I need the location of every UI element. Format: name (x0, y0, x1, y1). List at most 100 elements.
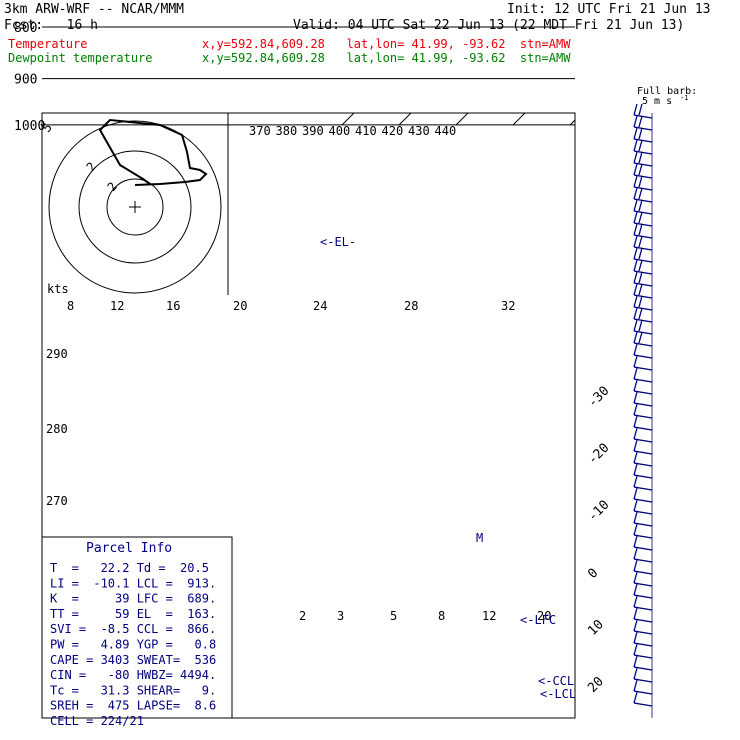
wind-barb (633, 235, 653, 251)
legend-dewpoint-label: Dewpoint temperature (8, 51, 153, 65)
parcel-info-row: CIN = -80 HWBZ= 4494. (50, 668, 216, 682)
parcel-info-row: CAPE = 3403 SWEAT= 536 (50, 653, 216, 667)
wind-barb (633, 259, 653, 275)
theta-left-label: 290 (46, 347, 68, 361)
model-title: 3km ARW-WRF -- NCAR/MMM (4, 2, 185, 17)
barb-legend-line2: 5 m s (642, 96, 672, 107)
hodograph-ring-label: 2 (84, 159, 99, 174)
isotherm-right-label: 0 (585, 566, 601, 582)
plot-frame (41, 112, 576, 719)
parcel-info-row: LI = -10.1 LCL = 913. (50, 576, 216, 590)
mixing-ratio-label: 24 (313, 299, 327, 313)
hodograph-ring-inner (106, 178, 164, 236)
wind-barb (633, 547, 653, 563)
hodograph-ring-middle (78, 150, 192, 264)
parcel-info-row: T = 22.2 Td = 20.5 (50, 561, 209, 575)
mixing-ratio-label: 20 (537, 609, 551, 623)
theta-left-label: 280 (46, 422, 68, 436)
mixing-ratio-label: 5 (390, 609, 397, 623)
theta-label: 430 (408, 124, 430, 138)
parcel-info-row: K = 39 LFC = 689. (50, 592, 216, 606)
wind-barb (633, 415, 653, 431)
wind-barb (633, 307, 653, 323)
mixing-ratio-label: 20 (233, 299, 247, 313)
wind-barb (633, 139, 653, 155)
wind-barb (633, 487, 653, 503)
parcel-info-row: SVI = -8.5 CCL = 866. (50, 622, 216, 636)
hodograph-ring-label: 2 (105, 179, 120, 194)
wind-barb (633, 319, 653, 335)
isotherm-right-label: 30 (682, 0, 704, 3)
wind-barb (633, 631, 653, 647)
wind-barb (633, 583, 653, 599)
wind-barb (633, 619, 653, 635)
legend-dewpoint-info: x,y=592.84,609.28 lat,lon= 41.99, -93.62… (202, 51, 571, 65)
wind-barb (633, 679, 653, 695)
forecast-hour: Fcst: 16 h (4, 18, 98, 33)
theta-left-label: 270 (46, 494, 68, 508)
isotherm-line (684, 0, 740, 125)
wind-barb (633, 667, 653, 683)
wind-barb (633, 115, 653, 131)
el-marker: <-EL- (320, 235, 356, 249)
mixing-ratio-label: 8 (438, 609, 445, 623)
hodograph-inset: 5 2 2 kts (40, 113, 229, 296)
lfc-marker: <-LFC (520, 613, 556, 627)
mixing-ratio-label: 28 (404, 299, 418, 313)
pressure-tick-label: 800 (14, 21, 37, 36)
wind-barb (633, 211, 653, 227)
valid-time: Valid: 04 UTC Sat 22 Jun 13 (22 MDT Fri … (293, 18, 685, 33)
isotherm-right-label: 20 (585, 674, 607, 696)
theta-label: 420 (382, 124, 404, 138)
barb-legend-line1: Full barb: (637, 86, 697, 97)
isotherm-right-label: 10 (585, 617, 607, 639)
hodograph-trace (98, 118, 208, 186)
wind-barb (633, 367, 653, 383)
wind-barb (633, 451, 653, 467)
wind-barb (633, 535, 653, 551)
theta-label: 400 (329, 124, 351, 138)
wind-barb (633, 127, 653, 143)
m-marker: M (476, 531, 483, 545)
parcel-info-row: Tc = 31.3 SHEAR= 9. (50, 683, 216, 697)
wind-barb (633, 175, 653, 191)
isotherm-line (398, 113, 412, 126)
parcel-info-row: CELL = 224/21 (50, 714, 144, 728)
theta-label: 370 (249, 124, 271, 138)
init-time: Init: 12 UTC Fri 21 Jun 13 (507, 2, 711, 17)
pressure-tick-label: 1000 (14, 119, 45, 134)
theta-label: 390 (302, 124, 324, 138)
hodograph-units: kts (47, 282, 69, 296)
hodograph-ring-outer (48, 120, 222, 294)
mixing-ratio-label: 32 (501, 299, 515, 313)
isotherm-right-label: -30 (585, 384, 612, 411)
parcel-info-title: Parcel Info (86, 541, 172, 556)
isotherm-lines (341, 0, 740, 126)
mixing-ratio-label: 12 (482, 609, 496, 623)
parcel-info-row: TT = 59 EL = 163. (50, 607, 216, 621)
wind-barb (633, 655, 653, 671)
wind-barb (633, 523, 653, 539)
lcl-marker: <-LCL (540, 687, 576, 701)
wind-barb (633, 643, 653, 659)
mixing-ratio-label: 8 (67, 299, 74, 313)
wind-barb (633, 559, 653, 575)
parcel-info-box: Parcel Info T = 22.2 Td = 20.5LI = -10.1… (41, 536, 233, 728)
wind-barbs (633, 103, 653, 718)
wind-barb (633, 355, 653, 371)
isotherm-right-label: -20 (585, 441, 612, 468)
mixing-ratio-label: 12 (110, 299, 124, 313)
ccl-marker: <-CCL (538, 674, 574, 688)
wind-barb (633, 463, 653, 479)
wind-barb (633, 223, 653, 239)
mixing-ratio-label: 16 (166, 299, 180, 313)
wind-barb (633, 427, 653, 443)
wind-barb (633, 151, 653, 167)
wind-barb (633, 571, 653, 587)
wind-barb (633, 163, 653, 179)
legend-temperature-info: x,y=592.84,609.28 lat,lon= 41.99, -93.62… (202, 37, 571, 51)
theta-label: 410 (355, 124, 377, 138)
wind-barb (633, 691, 653, 707)
theta-label: 440 (435, 124, 457, 138)
